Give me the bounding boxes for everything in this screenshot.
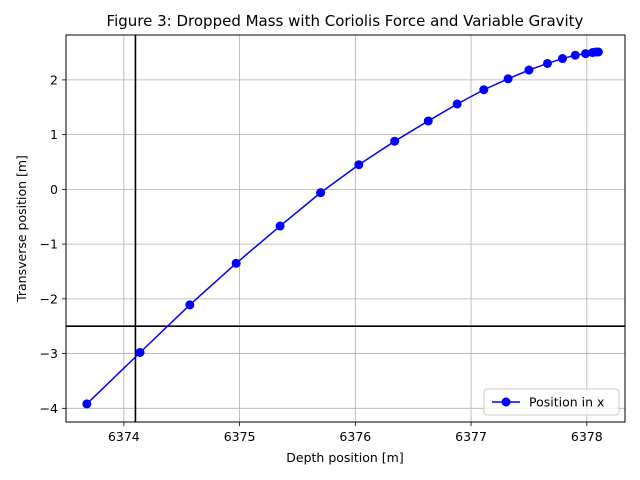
data-point [354, 160, 364, 170]
data-point [423, 116, 433, 126]
data-point [542, 58, 552, 68]
y-axis-label: Transverse position [m] [14, 155, 29, 303]
x-tick-label: 6375 [224, 429, 256, 444]
legend-marker [501, 397, 511, 407]
plot-frame [65, 34, 626, 423]
data-point [570, 50, 580, 60]
y-tick-label: 0 [50, 182, 58, 197]
data-point [275, 221, 285, 231]
y-tick-label: 1 [50, 127, 58, 142]
data-point [581, 49, 591, 59]
data-point [593, 47, 603, 57]
data-point [524, 65, 534, 75]
x-tick-label: 6376 [339, 429, 371, 444]
series-line [86, 51, 599, 405]
y-tick-label: −3 [40, 346, 58, 361]
data-point [135, 347, 145, 357]
x-axis-ticks: 6374 6375 6376 6377 6378 [108, 422, 603, 444]
data-point [316, 188, 326, 198]
series-layer [82, 47, 603, 409]
y-axis-ticks: −4 −3 −2 −1 0 1 2 [40, 72, 66, 416]
data-point [479, 85, 489, 95]
x-axis-label: Depth position [m] [286, 450, 403, 465]
data-point [231, 258, 241, 268]
data-point [452, 99, 462, 109]
x-tick-label: 6374 [108, 429, 140, 444]
y-tick-label: −4 [40, 401, 58, 416]
y-tick-label: 2 [50, 72, 58, 87]
chart-title: Figure 3: Dropped Mass with Coriolis For… [107, 12, 584, 30]
y-tick-label: −2 [40, 291, 58, 306]
y-tick-label: −1 [40, 237, 58, 252]
legend-label: Position in x [529, 395, 604, 410]
data-point [82, 399, 92, 409]
legend: Position in x [483, 388, 620, 416]
x-tick-label: 6377 [455, 429, 487, 444]
legend-box [483, 388, 620, 416]
data-point [390, 136, 400, 146]
data-point [558, 54, 568, 64]
data-point [503, 74, 513, 84]
grid [66, 35, 625, 422]
x-tick-label: 6378 [571, 429, 603, 444]
reference-lines [66, 35, 625, 422]
data-point [185, 300, 195, 310]
